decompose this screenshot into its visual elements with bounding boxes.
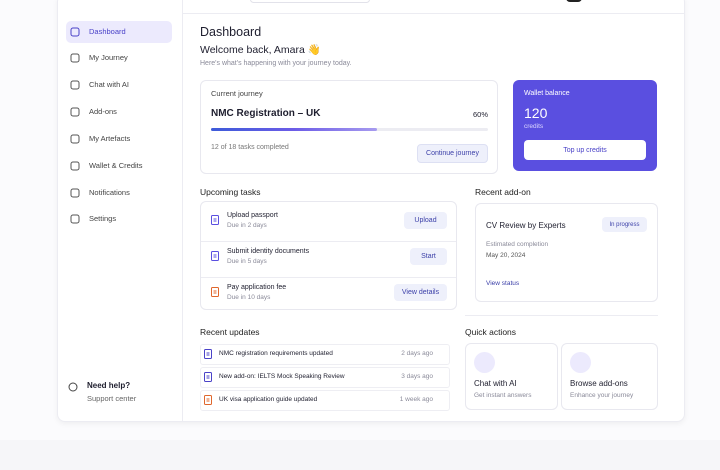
update-time: 3 days ago — [401, 373, 433, 380]
divider — [465, 315, 658, 316]
addon-status: In progress — [602, 217, 647, 232]
nav-item[interactable]: My Journey — [89, 53, 128, 62]
nav-icon — [70, 80, 80, 90]
quick-icon — [570, 352, 591, 373]
help-title: Need help? — [87, 381, 131, 390]
continue-button[interactable]: Continue journey — [417, 144, 488, 163]
progress-fill — [211, 128, 378, 131]
help-icon — [68, 382, 78, 392]
tasks-count: 12 of 18 tasks completed — [211, 144, 289, 151]
update-row — [200, 344, 450, 365]
nav-item[interactable]: Chat with AI — [89, 80, 130, 89]
task-name: Upload passport — [227, 212, 278, 219]
sidebar-divider — [182, 0, 183, 422]
nav-icon — [70, 161, 80, 171]
update-text: UK visa application guide updated — [219, 396, 318, 403]
nav-icon — [70, 53, 80, 63]
avatar[interactable] — [566, 0, 582, 2]
task-icon — [211, 287, 219, 297]
addon-eta: May 20, 2024 — [486, 252, 526, 259]
row-divider — [201, 277, 456, 278]
row-divider — [201, 241, 456, 242]
nav-item[interactable]: Settings — [89, 214, 117, 223]
help-link[interactable]: Support center — [87, 394, 137, 403]
nav-icon — [70, 27, 80, 37]
nav-icon — [70, 107, 80, 117]
topup-button[interactable]: Top up credits — [524, 140, 646, 160]
task-action[interactable]: Upload — [404, 212, 447, 229]
wallet-unit: credits — [524, 123, 544, 130]
tasks-title: Upcoming tasks — [200, 187, 261, 197]
update-time: 1 week ago — [399, 396, 433, 403]
addon-name: CV Review by Experts — [486, 221, 566, 230]
wallet-label: Wallet balance — [524, 90, 570, 97]
search-box[interactable] — [250, 0, 370, 3]
task-name: Pay application fee — [227, 284, 287, 291]
nav-item[interactable]: Notifications — [89, 188, 130, 197]
nav-item[interactable]: My Artefacts — [89, 134, 131, 143]
nav-icon — [70, 188, 80, 198]
quick-subtitle: Get instant answers — [474, 392, 532, 399]
quick-icon — [474, 352, 495, 373]
wallet-amount: 120 — [524, 105, 548, 121]
update-text: NMC registration requirements updated — [219, 350, 333, 357]
nav-item[interactable]: Dashboard — [89, 27, 126, 36]
page-title: Dashboard — [200, 25, 262, 39]
nav-icon — [70, 134, 80, 144]
task-action[interactable]: Start — [410, 248, 447, 265]
task-action[interactable]: View details — [394, 284, 447, 301]
update-text: New add-on: IELTS Mock Speaking Review — [219, 373, 345, 380]
task-due: Due in 2 days — [227, 222, 267, 229]
quick-title[interactable]: Browse add-ons — [570, 379, 628, 388]
quick-title[interactable]: Chat with AI — [474, 379, 517, 388]
addon-link[interactable]: View status — [486, 280, 520, 287]
quick-title: Quick actions — [465, 327, 517, 337]
quick-subtitle: Enhance your journey — [570, 392, 634, 399]
top-bar — [182, 0, 685, 14]
updates-title: Recent updates — [200, 327, 260, 337]
update-row — [200, 367, 450, 388]
update-icon — [204, 395, 212, 405]
welcome: Welcome back, Amara 👋 — [200, 44, 321, 56]
update-icon — [204, 372, 212, 382]
task-due: Due in 10 days — [227, 294, 271, 301]
update-icon — [204, 349, 212, 359]
quick-card[interactable] — [465, 343, 558, 410]
update-row — [200, 390, 450, 411]
journey-name: NMC Registration – UK — [211, 108, 321, 119]
nav-active-bg — [66, 21, 172, 43]
task-due: Due in 5 days — [227, 258, 267, 265]
journey-label: Current journey — [211, 89, 263, 98]
nav-item[interactable]: Wallet & Credits — [89, 161, 143, 170]
update-time: 2 days ago — [401, 350, 433, 357]
addon-title: Recent add-on — [475, 187, 531, 197]
nav-item[interactable]: Add-ons — [89, 107, 117, 116]
nav-icon — [70, 214, 80, 224]
task-name: Submit identity documents — [227, 248, 310, 255]
addon-eta-label: Estimated completion — [486, 241, 549, 248]
subtitle: Here's what's happening with your journe… — [200, 60, 352, 67]
task-icon — [211, 215, 219, 225]
progress-track — [211, 128, 488, 131]
progress-label: 60% — [472, 110, 488, 119]
task-icon — [211, 251, 219, 261]
